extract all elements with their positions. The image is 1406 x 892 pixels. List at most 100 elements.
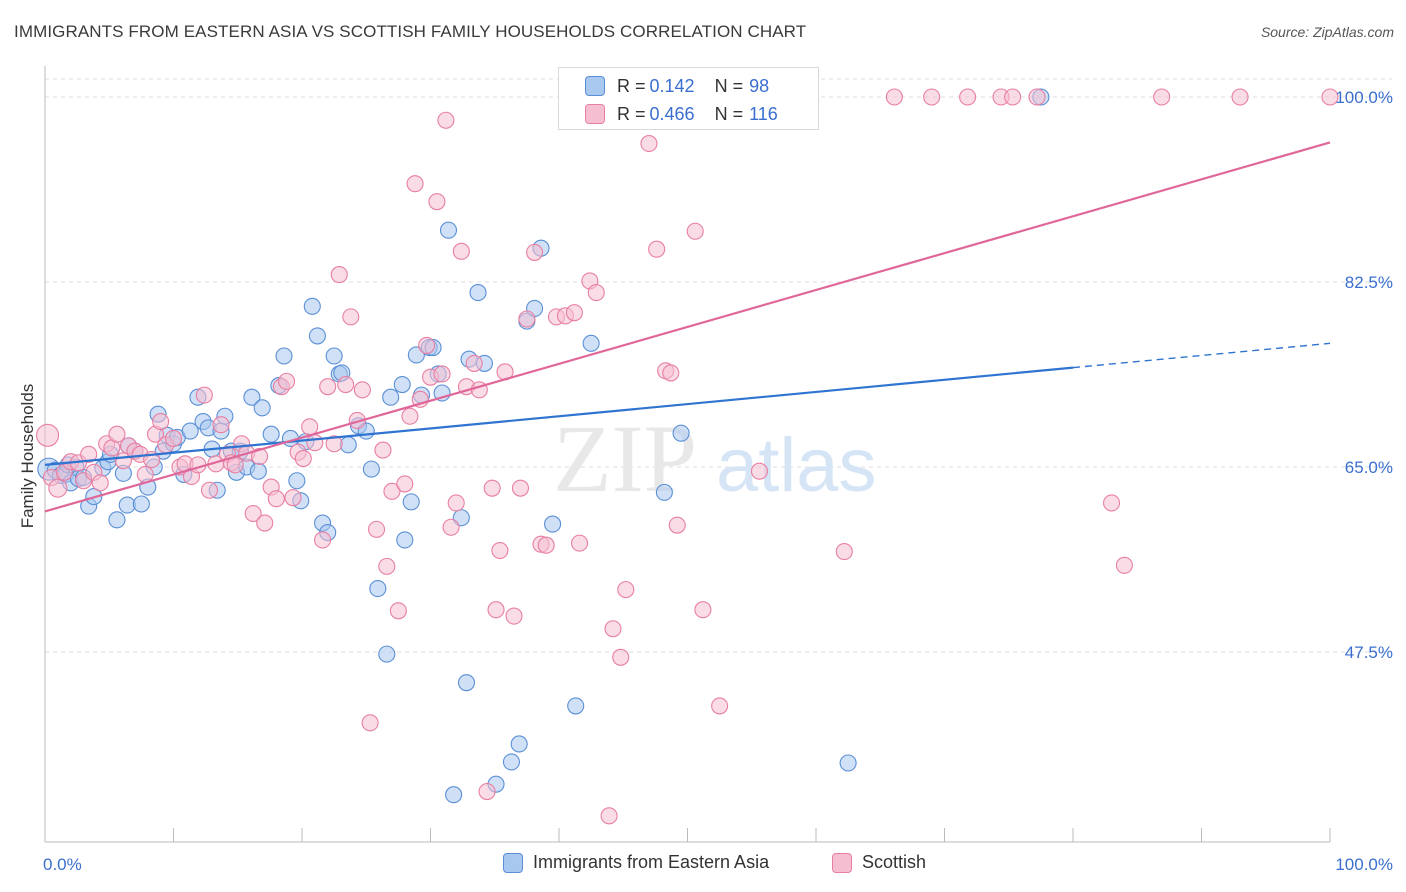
scottish-point: [1103, 494, 1121, 512]
immigrants-point: [181, 422, 199, 440]
immigrants-point: [655, 483, 673, 501]
immigrants-point: [510, 735, 528, 753]
scottish-point: [518, 310, 536, 328]
stats-r-label: R =: [617, 103, 646, 124]
y-axis-label: Family Households: [18, 383, 37, 529]
scottish-point: [640, 134, 658, 153]
scottish-point: [319, 378, 337, 396]
legend-swatch-blue: [503, 852, 523, 873]
trend-line-immigrants-extrapolated: [1072, 342, 1331, 369]
immigrants-point: [672, 424, 690, 442]
stats-row-2: R = 0.466 N = 116: [617, 102, 778, 126]
scottish-point: [342, 308, 360, 326]
immigrants-point: [393, 375, 411, 394]
scottish-point: [447, 494, 465, 512]
stats-r-label: R =: [617, 75, 646, 96]
scottish-point: [511, 479, 530, 497]
scottish-point: [437, 111, 455, 129]
immigrants-point: [544, 515, 562, 533]
scottish-point: [244, 504, 262, 523]
scottish-point: [353, 381, 371, 399]
immigrants-point: [457, 674, 476, 692]
x-tick-labels: 0.0% 100.0%: [43, 855, 1393, 874]
immigrants-point: [132, 495, 150, 513]
scottish-point: [750, 462, 769, 480]
series-immigrants-points: [37, 88, 1050, 804]
stats-swatch-blue: [585, 76, 605, 96]
scottish-point: [483, 479, 501, 497]
immigrants-point: [369, 580, 387, 598]
immigrants-point: [382, 388, 400, 406]
stats-n-label: N =: [714, 75, 744, 96]
scottish-point: [164, 429, 183, 448]
scottish-point: [301, 418, 319, 436]
scottish-point: [571, 534, 589, 552]
scottish-point: [433, 365, 451, 383]
scottish-point: [91, 474, 109, 492]
trend-lines: [44, 141, 1331, 513]
scottish-point: [406, 175, 424, 193]
scottish-point: [396, 475, 414, 493]
scottish-point: [325, 435, 343, 453]
scottish-point: [452, 242, 470, 260]
scottish-point: [251, 447, 269, 465]
immigrants-point: [582, 334, 600, 352]
scottish-point: [587, 284, 605, 302]
scottish-point: [383, 482, 401, 500]
x-tick-label: 0.0%: [43, 855, 82, 874]
legend: Immigrants from Eastern Asia Scottish: [0, 852, 1406, 878]
scottish-point: [600, 807, 618, 825]
legend-swatch-pink: [832, 852, 852, 873]
legend-item-immigrants[interactable]: Immigrants from Eastern Asia: [503, 852, 769, 873]
scottish-point: [604, 620, 622, 638]
watermark-atlas: atlas: [716, 423, 877, 508]
scottish-point: [80, 445, 98, 463]
scottish-point: [378, 557, 396, 575]
scottish-point: [442, 518, 460, 536]
immigrants-point: [325, 347, 343, 365]
grid: [45, 78, 1392, 653]
x-tick-label: 100.0%: [1335, 855, 1393, 874]
axes: [44, 66, 1331, 843]
stats-n-value: 98: [749, 75, 770, 96]
trend-line-scottish: [44, 141, 1331, 513]
scottish-point: [686, 222, 704, 240]
scottish-point: [314, 531, 332, 549]
scottish-point: [526, 243, 544, 261]
y-tick-label: 82.5%: [1345, 273, 1393, 292]
legend-item-scottish[interactable]: Scottish: [832, 852, 926, 873]
legend-label: Immigrants from Eastern Asia: [533, 852, 770, 872]
immigrants-point: [262, 425, 280, 443]
chart-title: IMMIGRANTS FROM EASTERN ASIA VS SCOTTISH…: [14, 22, 807, 41]
immigrants-point: [249, 462, 267, 480]
scottish-point: [662, 364, 680, 382]
scottish-point: [959, 88, 977, 106]
scottish-point: [478, 782, 496, 801]
y-tick-label: 65.0%: [1345, 458, 1393, 477]
scottish-point: [487, 601, 505, 619]
immigrants-point: [253, 399, 271, 417]
y-tick-label: 100.0%: [1335, 88, 1393, 107]
scottish-point: [374, 441, 392, 459]
scottish-point: [612, 648, 630, 666]
scottish-point: [428, 193, 446, 211]
immigrants-point: [108, 511, 126, 529]
scottish-point: [1004, 88, 1022, 106]
immigrants-point: [308, 327, 326, 345]
scottish-point: [711, 697, 729, 715]
scottish-point: [617, 581, 635, 599]
legend-label: Scottish: [862, 852, 927, 872]
scottish-point: [36, 423, 60, 447]
stats-n-label: N =: [714, 103, 744, 124]
scottish-point: [108, 425, 126, 443]
watermark: ZIP atlas: [553, 405, 877, 512]
scottish-point: [694, 601, 712, 619]
immigrants-point: [396, 531, 414, 549]
scottish-point: [256, 514, 274, 532]
scottish-point: [200, 481, 219, 499]
scottish-point: [267, 490, 285, 508]
scottish-point: [537, 536, 555, 554]
scottish-point: [1153, 88, 1171, 106]
scottish-point: [284, 489, 302, 507]
